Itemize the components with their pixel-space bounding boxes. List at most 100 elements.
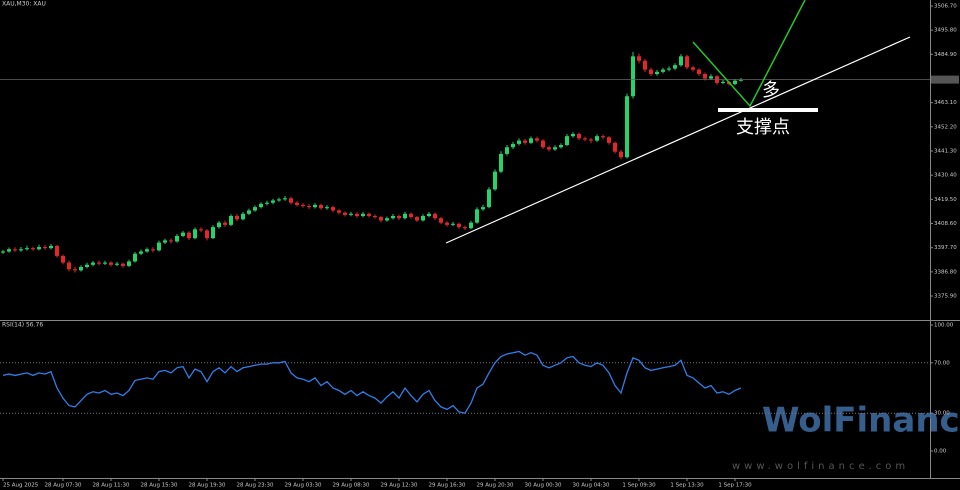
y-tick-label: 3375.90 <box>934 294 957 300</box>
candle-body <box>73 269 77 271</box>
candle-body <box>703 74 707 79</box>
candle-body <box>469 222 473 229</box>
candle-body <box>361 213 365 216</box>
candle-body <box>67 262 71 270</box>
candle-body <box>631 56 635 97</box>
candle-body <box>391 215 395 219</box>
candle-body <box>85 264 89 267</box>
candle-body <box>511 143 515 148</box>
candle-body <box>607 137 611 143</box>
y-tick-label: 30.00 <box>934 411 950 417</box>
x-tick-label: 29 Aug 16:30 <box>428 483 466 489</box>
candle-body <box>565 136 569 146</box>
candle-body <box>91 262 95 265</box>
candle-body <box>463 227 467 229</box>
candle-body <box>709 76 713 79</box>
candle-body <box>181 232 185 236</box>
candle-body <box>595 136 599 141</box>
candle-body <box>457 223 461 228</box>
candle-body <box>499 153 503 172</box>
x-tick-label: 28 Aug 19:30 <box>188 483 226 489</box>
candle-body <box>571 133 575 137</box>
watermark-brand: WolFinance <box>762 401 960 441</box>
candle-body <box>187 232 191 239</box>
x-tick-label: 1 Sep 17:30 <box>718 483 752 489</box>
candle-body <box>691 67 695 70</box>
candle-body <box>403 213 407 219</box>
candle-body <box>271 200 275 203</box>
candle-body <box>409 213 413 218</box>
candle-body <box>43 247 47 249</box>
candle-body <box>25 248 29 250</box>
y-tick-label: 3452.20 <box>934 124 957 130</box>
candle-body <box>625 96 629 158</box>
candle-body <box>277 199 281 201</box>
candle-body <box>1 251 5 253</box>
candle-body <box>475 209 479 223</box>
annotation-support: 支撑点 <box>736 117 790 138</box>
candle-body <box>547 147 551 150</box>
candle-body <box>553 147 557 150</box>
candle-body <box>13 249 17 251</box>
candle-body <box>733 80 737 85</box>
y-tick-label: 3430.40 <box>934 173 957 179</box>
y-tick-label: 3419.50 <box>934 197 957 203</box>
candle-body <box>583 138 587 140</box>
candle-body <box>133 253 137 262</box>
candle-body <box>577 133 581 139</box>
x-tick-label: 30 Aug 00:30 <box>524 483 562 489</box>
candle-body <box>235 215 239 220</box>
candle-body <box>103 262 107 264</box>
candle-body <box>667 68 671 70</box>
y-tick-label: 3463.10 <box>934 100 957 106</box>
candle-body <box>481 207 485 210</box>
last-price-tag <box>931 75 959 84</box>
x-tick-label: 29 Aug 08:30 <box>332 483 370 489</box>
y-tick-label: 3495.80 <box>934 28 957 34</box>
candle-body <box>739 79 743 81</box>
candle-body <box>139 251 143 254</box>
candle-body <box>49 245 53 249</box>
candle-body <box>157 242 161 251</box>
x-tick-label: 29 Aug 03:30 <box>284 483 322 489</box>
annotations: 多 支撑点 <box>445 0 911 244</box>
candle-body <box>331 207 335 211</box>
candle-body <box>31 248 35 250</box>
candle-body <box>97 262 101 264</box>
candle-body <box>637 56 641 61</box>
candle-body <box>445 222 449 225</box>
x-tick-label: 30 Aug 04:30 <box>572 483 610 489</box>
candle-body <box>493 171 497 190</box>
candle-body <box>427 213 431 216</box>
x-tick-label: 29 Aug 12:30 <box>380 483 418 489</box>
candle-body <box>337 210 341 213</box>
candle-body <box>265 202 269 204</box>
candle-body <box>169 240 173 242</box>
candle-body <box>127 261 131 266</box>
candle-body <box>295 202 299 205</box>
y-tick-label: 3484.90 <box>934 52 957 58</box>
candle-body <box>397 215 401 219</box>
candle-body <box>721 81 725 83</box>
candle-body <box>199 229 203 231</box>
candle-body <box>523 140 527 143</box>
y-tick-label: 3408.60 <box>934 221 957 227</box>
candle-body <box>283 198 287 200</box>
candle-body <box>175 235 179 242</box>
candle-body <box>61 255 65 263</box>
candle-body <box>685 56 689 68</box>
candle-body <box>325 207 329 209</box>
candle-body <box>211 227 215 239</box>
candle-body <box>205 230 209 239</box>
candle-body <box>247 210 251 214</box>
candle-body <box>109 262 113 265</box>
x-tick-label: 28 Aug 07:30 <box>44 483 82 489</box>
candle-body <box>613 142 617 152</box>
candle-body <box>439 218 443 223</box>
candle-body <box>433 213 437 219</box>
candle-body <box>301 204 305 207</box>
y-tick-label: 3441.30 <box>934 149 957 155</box>
candle-body <box>289 198 293 203</box>
candle-body <box>661 69 665 72</box>
candle-body <box>415 217 419 221</box>
